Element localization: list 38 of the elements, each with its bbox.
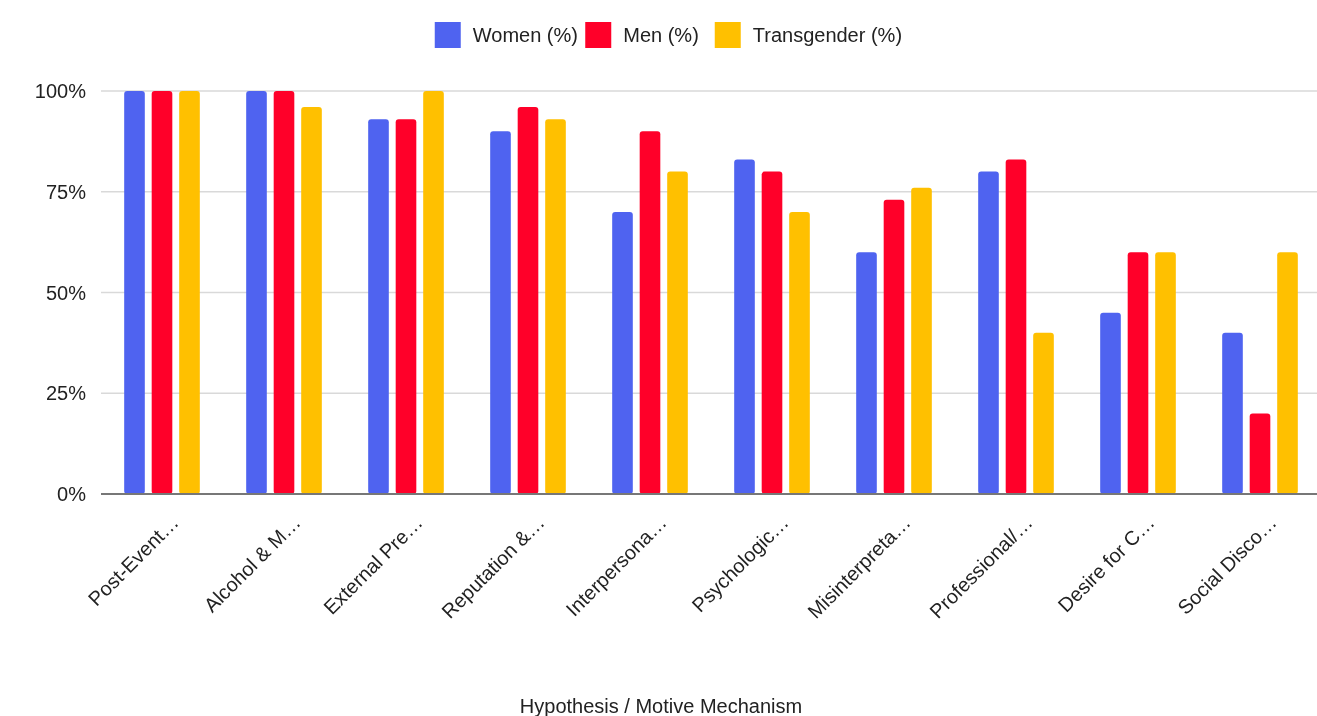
bar	[911, 187, 932, 494]
bar	[856, 252, 877, 494]
bar	[151, 91, 173, 494]
legend-label: Transgender (%)	[752, 24, 903, 46]
legend-label: Women (%)	[472, 24, 578, 46]
y-tick-label: 25%	[45, 382, 87, 405]
bar	[789, 211, 810, 494]
y-tick-label: 100%	[34, 80, 87, 102]
bar	[883, 199, 905, 494]
bar	[1155, 252, 1176, 494]
bar	[301, 107, 322, 494]
bar	[368, 119, 389, 494]
bar	[1100, 312, 1121, 494]
bar	[179, 91, 200, 494]
bar	[124, 91, 145, 494]
bar	[490, 131, 511, 494]
bar	[395, 119, 417, 494]
bar	[273, 91, 295, 494]
y-tick-label: 75%	[45, 180, 87, 203]
bar	[517, 107, 539, 494]
bar	[423, 91, 444, 494]
bar	[761, 171, 783, 494]
y-tick-label: 50%	[45, 281, 87, 304]
bar	[1277, 252, 1298, 494]
bar	[612, 211, 633, 494]
bar	[978, 171, 999, 494]
y-tick-label: 0%	[57, 483, 87, 505]
legend-label: Men (%)	[623, 24, 699, 46]
bar	[545, 119, 566, 494]
bar	[1033, 332, 1054, 494]
bar	[667, 171, 688, 494]
bar	[1222, 332, 1243, 494]
bar	[1249, 413, 1271, 494]
bar	[1005, 159, 1027, 494]
bar	[639, 131, 661, 494]
bar	[734, 159, 755, 494]
bar	[246, 91, 267, 494]
bar	[1127, 252, 1149, 494]
